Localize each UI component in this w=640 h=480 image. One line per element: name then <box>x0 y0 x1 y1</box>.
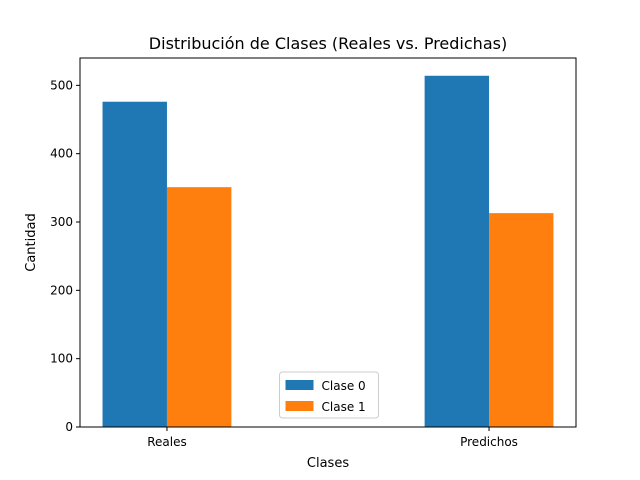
legend-swatch <box>285 401 314 411</box>
x-axis-label: Clases <box>307 456 349 471</box>
bar-reales-clase-1 <box>166 187 232 427</box>
chart-title: Distribución de Clases (Reales vs. Predi… <box>149 34 507 53</box>
bar-predichos-clase-1 <box>489 213 554 427</box>
x-tick-label: Predichos <box>460 435 518 449</box>
legend-label: Clase 0 <box>322 379 366 393</box>
bar-predichos-clase-0 <box>424 75 490 428</box>
bar-reales-clase-0 <box>102 101 167 427</box>
y-tick-label: 200 <box>50 283 73 297</box>
y-axis-label: Cantidad <box>24 213 39 271</box>
legend-label: Clase 1 <box>322 400 366 414</box>
y-tick-label: 300 <box>50 215 73 229</box>
y-tick-label: 400 <box>50 147 73 161</box>
plot-frame <box>79 57 577 428</box>
x-tick-label: Reales <box>147 435 187 449</box>
bars-group <box>102 75 554 428</box>
y-tick-label: 0 <box>65 420 73 434</box>
y-tick-label: 100 <box>50 352 73 366</box>
y-axis: 0 100 200 300 400 500 <box>50 78 80 434</box>
legend: Clase 0 Clase 1 <box>279 371 379 419</box>
y-tick-label: 500 <box>50 78 73 92</box>
x-axis: Reales Predichos <box>147 427 518 449</box>
legend-swatch <box>285 380 314 390</box>
